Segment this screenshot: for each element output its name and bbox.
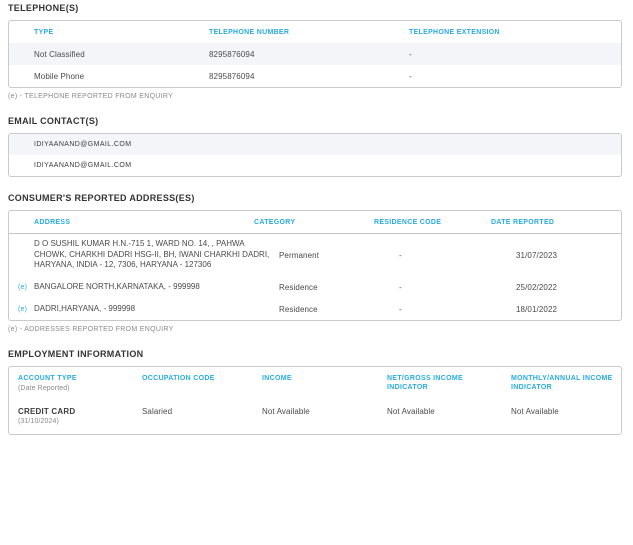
employment-income: Not Available	[262, 407, 310, 416]
employment-monthly-annual: Not Available	[511, 407, 559, 416]
section-telephones: TELEPHONE(S) TYPE TELEPHONE NUMBER TELEP…	[8, 3, 622, 100]
table-row: D O SUSHIL KUMAR H.N.-715 1, WARD NO. 14…	[9, 234, 621, 276]
enquiry-marker: (e)	[18, 283, 28, 291]
telephones-footnote: (e) - TELEPHONE REPORTED FROM ENQUIRY	[8, 93, 174, 100]
telephones-table: TYPE TELEPHONE NUMBER TELEPHONE EXTENSIO…	[8, 20, 622, 88]
address-date-reported: 25/02/2022	[516, 282, 558, 292]
list-item: IDIYAANAND@GMAIL.COM	[9, 134, 621, 155]
telephone-number: 8295876094	[209, 49, 255, 59]
section-employment: EMPLOYMENT INFORMATION ACCOUNT TYPE (Dat…	[8, 349, 622, 435]
addresses-header-row: ADDRESS CATEGORY RESIDENCE CODE DATE REP…	[9, 211, 621, 234]
addresses-footnote: (e) - ADDRESSES REPORTED FROM ENQUIRY	[8, 326, 174, 333]
employment-col-account-type-sub: (Date Reported)	[18, 385, 70, 392]
address-value: BANGALORE NORTH,KARNATAKA, - 999998	[34, 281, 200, 291]
emails-section-title: EMAIL CONTACT(S)	[8, 116, 99, 126]
employment-col-occupation-code: OCCUPATION CODE	[142, 375, 215, 382]
employment-col-net-gross: NET/GROSS INCOME INDICATOR	[387, 375, 463, 391]
address-category: Permanent	[279, 250, 320, 260]
table-row: (e) DADRI,HARYANA, - 999998 Residence - …	[9, 298, 621, 320]
telephone-type: Not Classified	[34, 49, 85, 59]
employment-col-account-type-label: ACCOUNT TYPE	[18, 375, 77, 382]
address-category: Residence	[279, 282, 318, 292]
addresses-section-title: CONSUMER'S REPORTED ADDRESS(ES)	[8, 193, 195, 203]
table-row: (e) BANGALORE NORTH,KARNATAKA, - 999998 …	[9, 276, 621, 298]
address-category: Residence	[279, 304, 318, 314]
address-date-reported: 18/01/2022	[516, 304, 558, 314]
list-item: IDIYAANAND@GMAIL.COM	[9, 155, 621, 176]
employment-account-cell: CREDIT CARD (31/10/2024)	[9, 407, 142, 425]
addresses-col-category: CATEGORY	[254, 218, 296, 226]
address-residence-code: -	[399, 304, 402, 314]
telephone-extension: -	[409, 71, 412, 81]
employment-col-account-type: ACCOUNT TYPE (Date Reported)	[9, 374, 142, 392]
table-row: Mobile Phone 8295876094 -	[9, 65, 621, 87]
telephones-col-extension: TELEPHONE EXTENSION	[409, 28, 500, 36]
employment-table: ACCOUNT TYPE (Date Reported) OCCUPATION …	[8, 366, 622, 435]
telephone-type: Mobile Phone	[34, 71, 85, 81]
email-address: IDIYAANAND@GMAIL.COM	[34, 162, 132, 169]
email-address: IDIYAANAND@GMAIL.COM	[34, 141, 132, 148]
address-residence-code: -	[399, 282, 402, 292]
employment-occupation-code: Salaried	[142, 407, 173, 416]
telephones-col-type: TYPE	[34, 28, 54, 36]
address-residence-code: -	[399, 250, 402, 260]
telephones-col-number: TELEPHONE NUMBER	[209, 28, 290, 36]
employment-account-date: (31/10/2024)	[18, 418, 59, 425]
table-row: CREDIT CARD (31/10/2024) Salaried Not Av…	[9, 399, 621, 434]
emails-list: IDIYAANAND@GMAIL.COM IDIYAANAND@GMAIL.CO…	[8, 133, 622, 177]
addresses-col-date-reported: DATE REPORTED	[491, 218, 555, 226]
table-row: Not Classified 8295876094 -	[9, 43, 621, 65]
addresses-table: ADDRESS CATEGORY RESIDENCE CODE DATE REP…	[8, 210, 622, 321]
employment-col-monthly-annual: MONTHLY/ANNUAL INCOME INDICATOR	[511, 375, 613, 391]
section-emails: EMAIL CONTACT(S) IDIYAANAND@GMAIL.COM ID…	[8, 116, 622, 177]
telephone-extension: -	[409, 49, 412, 59]
employment-account-type: CREDIT CARD	[18, 407, 76, 416]
report-page: TELEPHONE(S) TYPE TELEPHONE NUMBER TELEP…	[8, 3, 622, 435]
telephones-section-title: TELEPHONE(S)	[8, 3, 79, 13]
enquiry-marker: (e)	[18, 305, 28, 313]
employment-net-gross: Not Available	[387, 407, 435, 416]
addresses-col-residence-code: RESIDENCE CODE	[374, 218, 442, 226]
address-date-reported: 31/07/2023	[516, 250, 558, 260]
telephone-number: 8295876094	[209, 71, 255, 81]
telephones-header-row: TYPE TELEPHONE NUMBER TELEPHONE EXTENSIO…	[9, 21, 621, 43]
address-value: D O SUSHIL KUMAR H.N.-715 1, WARD NO. 14…	[34, 239, 270, 270]
section-addresses: CONSUMER'S REPORTED ADDRESS(ES) ADDRESS …	[8, 193, 622, 333]
addresses-col-address: ADDRESS	[34, 218, 71, 226]
employment-section-title: EMPLOYMENT INFORMATION	[8, 349, 144, 359]
address-value: DADRI,HARYANA, - 999998	[34, 303, 136, 313]
employment-header-row: ACCOUNT TYPE (Date Reported) OCCUPATION …	[9, 367, 621, 399]
employment-col-income: INCOME	[262, 375, 292, 382]
